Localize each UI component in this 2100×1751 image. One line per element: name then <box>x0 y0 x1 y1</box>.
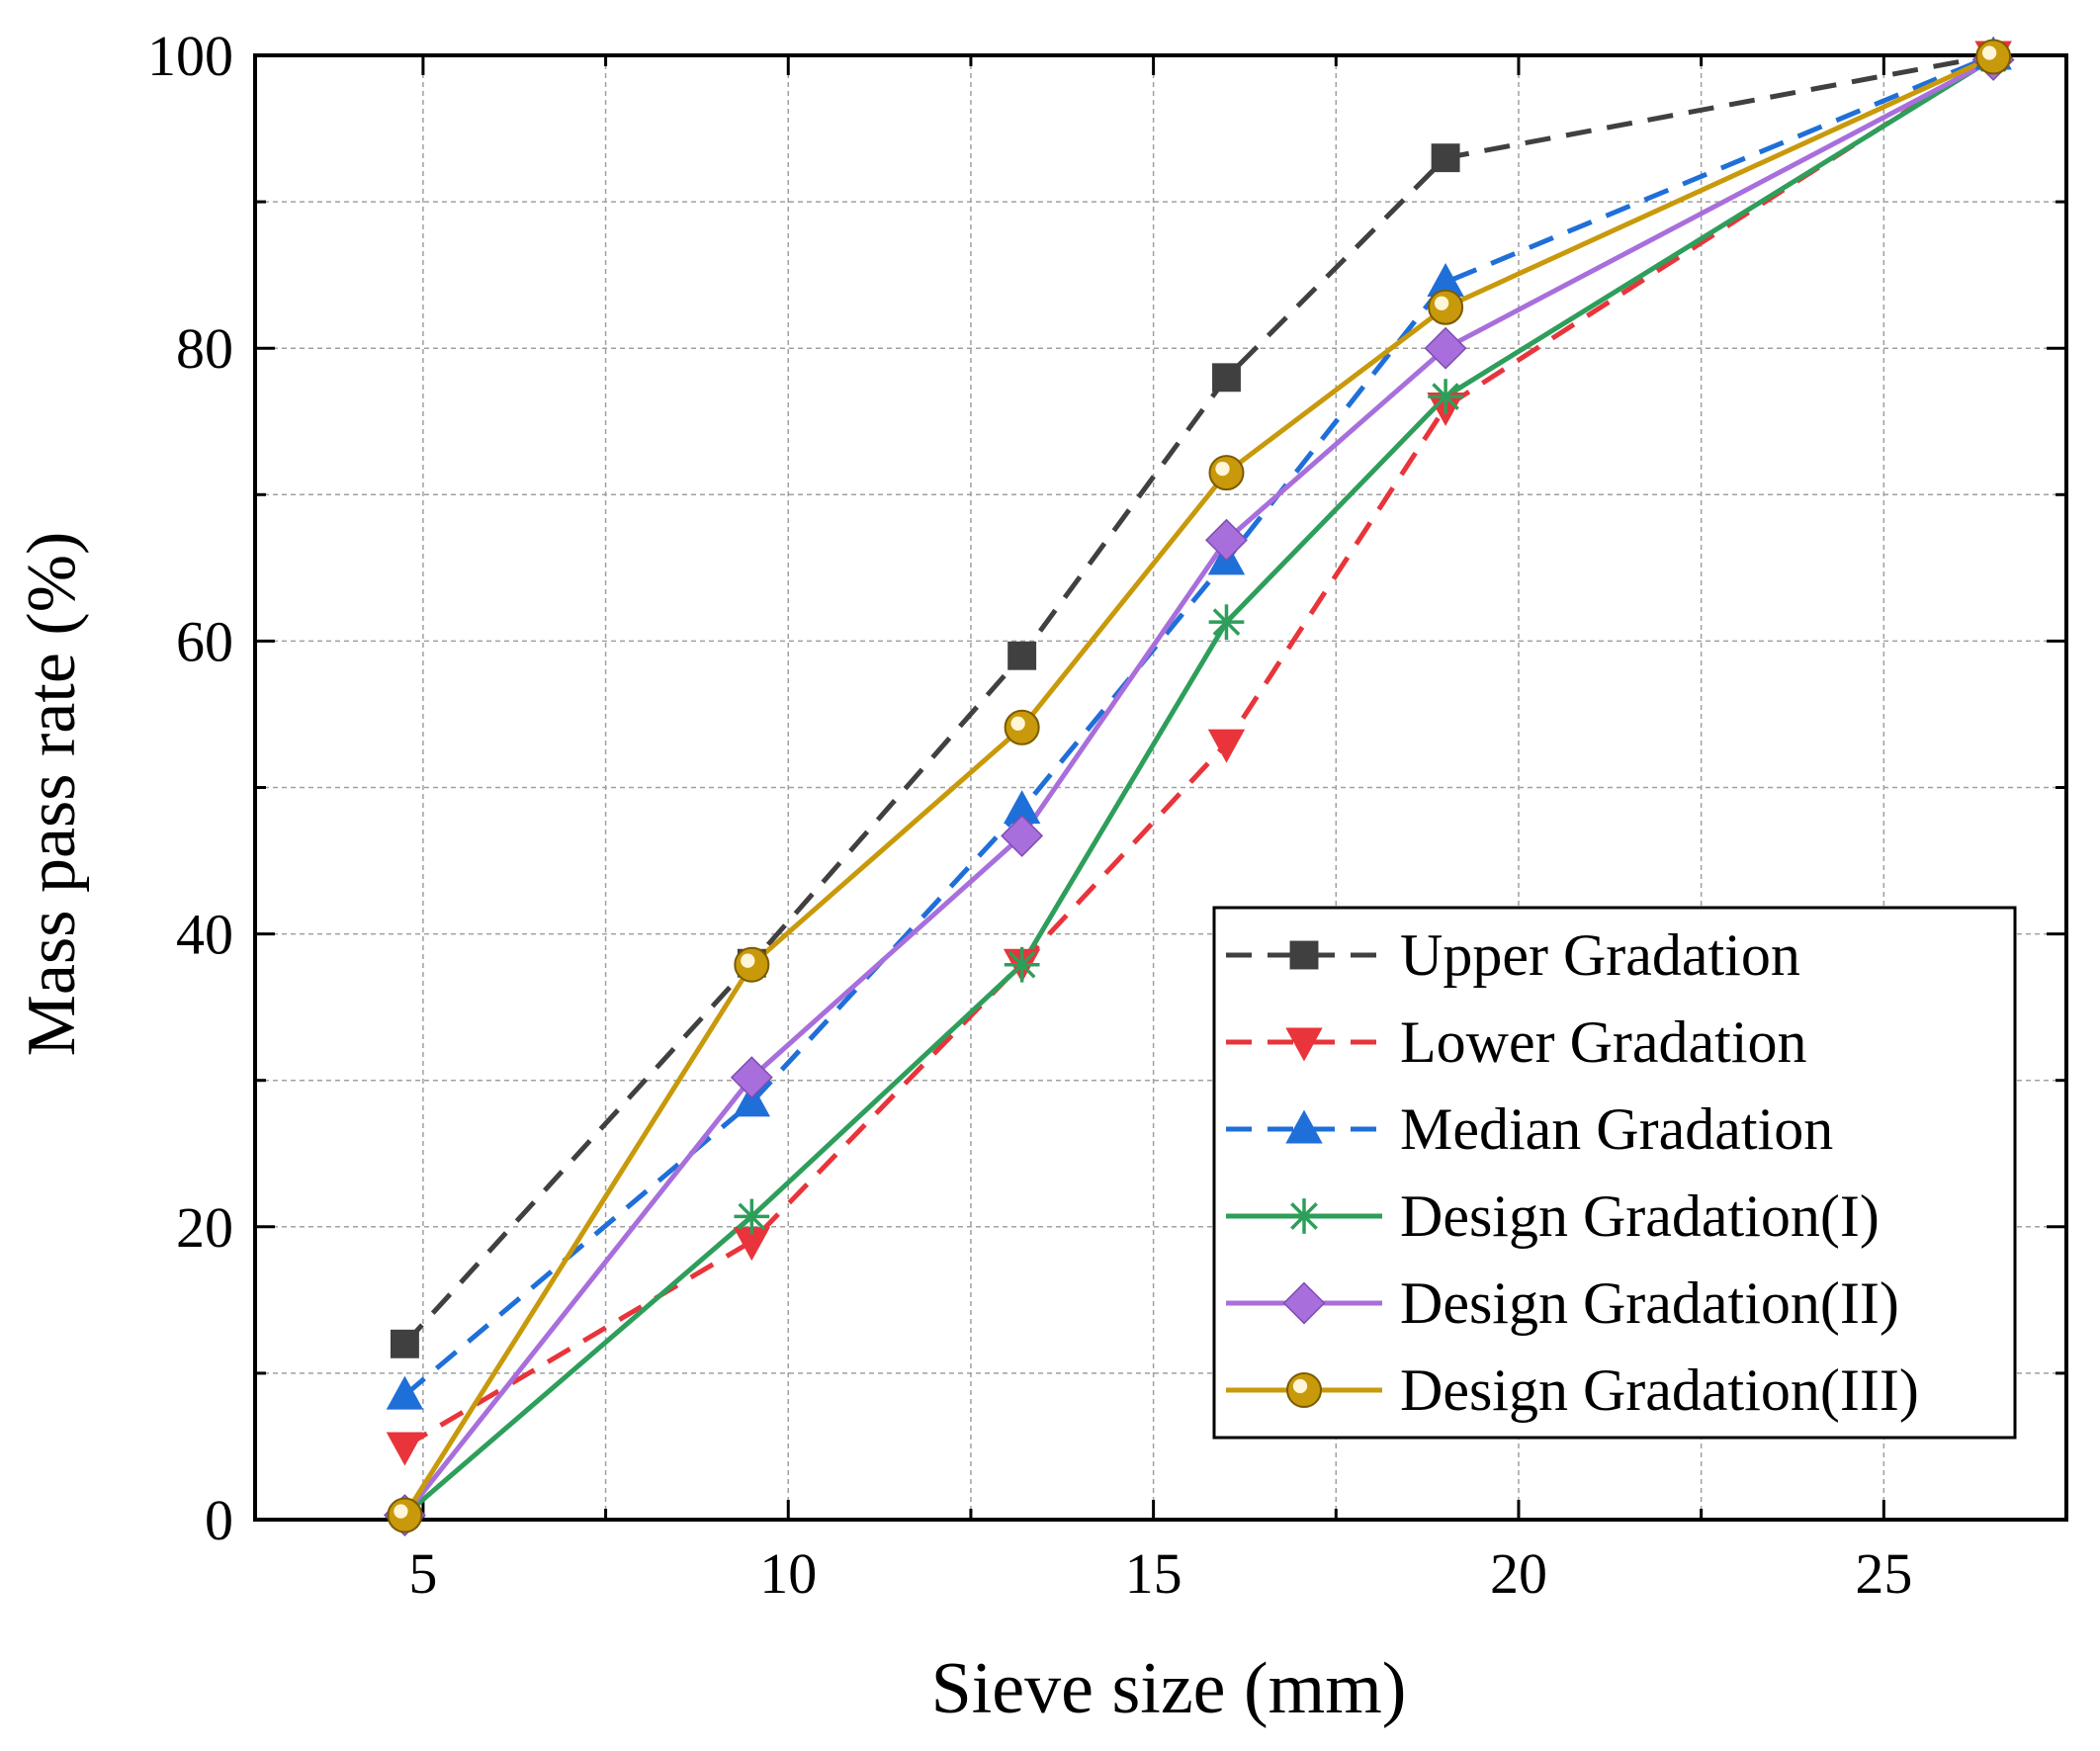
legend-marker <box>1285 1027 1323 1062</box>
marker-highlight <box>394 1504 408 1519</box>
legend-label: Design Gradation(I) <box>1400 1183 1880 1249</box>
legend-marker <box>1286 1372 1322 1408</box>
y-tick-label: 80 <box>176 316 233 381</box>
data-point <box>390 1329 419 1358</box>
legend-item: Lower Gradation <box>1226 1009 1807 1075</box>
x-tick-label: 5 <box>408 1541 437 1606</box>
marker-highlight <box>1292 1378 1308 1394</box>
series-line <box>402 57 1995 1518</box>
data-point <box>1212 363 1241 393</box>
asterisk-stroke <box>1007 950 1036 979</box>
legend-marker <box>1289 940 1319 970</box>
data-point <box>734 946 770 983</box>
data-point <box>733 1083 771 1117</box>
legend: Upper Gradation Lower Gradation Median Gra… <box>1212 906 2017 1440</box>
x-tick-label: 10 <box>759 1541 817 1606</box>
marker-highlight <box>1215 461 1230 477</box>
data-point <box>1208 604 1245 640</box>
data-point <box>1428 289 1464 325</box>
series-lines <box>383 36 2015 1537</box>
y-tick-label: 60 <box>176 609 233 673</box>
x-tick-label: 15 <box>1125 1541 1182 1606</box>
marker-highlight <box>1010 716 1025 731</box>
legend-label: Lower Gradation <box>1400 1009 1807 1075</box>
data-point <box>1004 709 1040 745</box>
data-point <box>1003 790 1041 825</box>
legend-label: Design Gradation(III) <box>1400 1357 1919 1423</box>
series-line <box>402 55 1995 1518</box>
series-4 <box>402 55 1995 1518</box>
legend-item: Design Gradation(I) <box>1226 1183 1880 1249</box>
data-point <box>1004 946 1040 983</box>
x-axis-title: Sieve size (mm) <box>931 1648 1407 1729</box>
series-line <box>402 52 1994 1346</box>
legend-label: Upper Gradation <box>1400 922 1800 988</box>
asterisk-stroke <box>738 1202 766 1231</box>
data-point <box>733 1227 771 1262</box>
data-point <box>1001 814 1044 857</box>
data-point <box>387 1497 423 1533</box>
asterisk-stroke <box>1290 1202 1318 1230</box>
legend-item: Upper Gradation <box>1226 922 1800 988</box>
data-point <box>1427 263 1464 298</box>
series-markers-6 <box>387 39 2012 1533</box>
data-point <box>1428 379 1463 414</box>
y-axis-title: Mass pass rate (%) <box>14 532 90 1057</box>
asterisk-stroke <box>1212 608 1241 637</box>
data-point <box>386 1432 424 1466</box>
series-line <box>403 52 1995 1449</box>
data-point <box>1208 455 1245 491</box>
y-tick-label: 40 <box>176 903 233 967</box>
data-point <box>1207 729 1246 763</box>
axes: 5 10 15 20 25 0 20 40 60 80 100 <box>147 24 2068 1606</box>
series-line <box>402 54 1995 1517</box>
legend-marker <box>1285 1109 1323 1144</box>
marker-highlight <box>741 953 755 968</box>
legend-marker <box>1286 1198 1322 1234</box>
legend-marker <box>1282 1281 1326 1325</box>
series-1 <box>402 52 1994 1346</box>
legend-label: Design Gradation(II) <box>1400 1270 1899 1336</box>
series-2 <box>403 52 1995 1449</box>
data-point <box>386 1375 424 1410</box>
y-tick-label: 100 <box>147 24 233 88</box>
data-point <box>1007 641 1037 670</box>
marker-highlight <box>1981 45 1997 60</box>
y-tick-label: 0 <box>205 1488 233 1552</box>
legend-item: Design Gradation(III) <box>1226 1357 1919 1423</box>
legend-label: Median Gradation <box>1400 1096 1833 1162</box>
legend-item: Median Gradation <box>1226 1096 1833 1162</box>
series-6 <box>402 54 1995 1517</box>
data-point <box>1431 143 1460 173</box>
x-tick-label: 25 <box>1855 1541 1912 1606</box>
legend-item: Design Gradation(II) <box>1226 1270 1899 1336</box>
legend-box <box>1212 906 2017 1440</box>
data-point <box>1205 518 1248 562</box>
data-point <box>1975 39 2012 75</box>
x-tick-label: 20 <box>1490 1541 1547 1606</box>
series-5 <box>402 57 1995 1518</box>
marker-highlight <box>1434 296 1449 310</box>
data-point <box>1424 326 1467 370</box>
data-point <box>730 1056 773 1099</box>
y-tick-label: 20 <box>176 1195 233 1260</box>
data-point <box>734 1198 770 1235</box>
asterisk-stroke <box>1432 383 1459 410</box>
